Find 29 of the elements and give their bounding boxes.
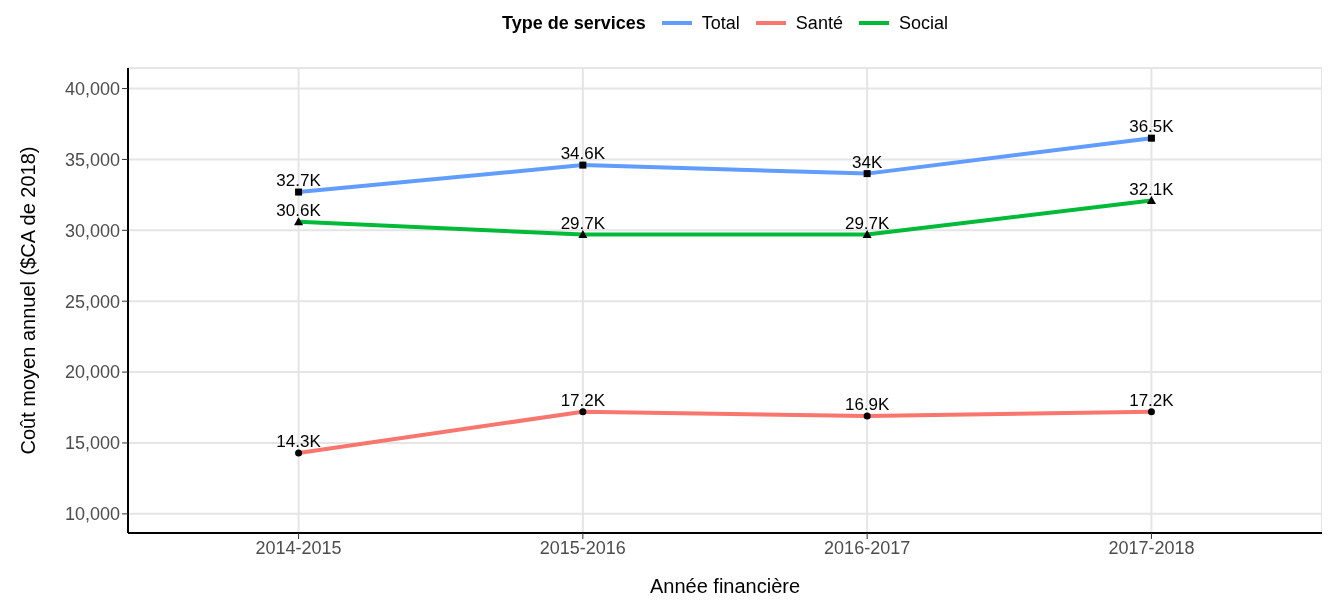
y-tick-label: 20,000 — [64, 362, 120, 383]
y-tick-label: 10,000 — [64, 504, 120, 525]
data-label: 17.2K — [1129, 390, 1175, 410]
data-label: 30.6K — [276, 200, 322, 220]
y-axis-title: Coût moyen annuel ($CA de 2018) — [17, 146, 40, 455]
x-tick-label: 2014-2015 — [255, 537, 342, 558]
legend-label: Social — [898, 12, 948, 34]
legend-title: Type de services — [502, 12, 646, 34]
data-label: 34.6K — [560, 144, 606, 164]
y-tick-label: 30,000 — [64, 220, 120, 241]
legend-label: Total — [701, 12, 740, 34]
data-label: 34K — [852, 152, 883, 172]
data-label: 14.3K — [276, 431, 322, 451]
data-label: 17.2K — [560, 390, 606, 410]
legend-label: Santé — [795, 12, 843, 34]
y-tick-label: 40,000 — [64, 78, 120, 99]
data-label: 29.7K — [560, 213, 606, 233]
y-tick-label: 35,000 — [64, 149, 120, 170]
x-axis-title: Année financière — [649, 575, 801, 597]
data-label: 32.1K — [1129, 179, 1175, 199]
data-label: 16.9K — [844, 395, 891, 415]
x-tick-label: 2017-2018 — [1108, 537, 1195, 558]
x-tick-label: 2015-2016 — [539, 537, 626, 558]
y-tick-label: 25,000 — [64, 291, 120, 312]
data-label: 29.7K — [844, 213, 891, 233]
x-tick-label: 2016-2017 — [824, 537, 911, 558]
data-label: 36.5K — [1129, 117, 1175, 137]
y-tick-label: 15,000 — [64, 433, 120, 454]
data-label: 32.7K — [276, 171, 322, 191]
